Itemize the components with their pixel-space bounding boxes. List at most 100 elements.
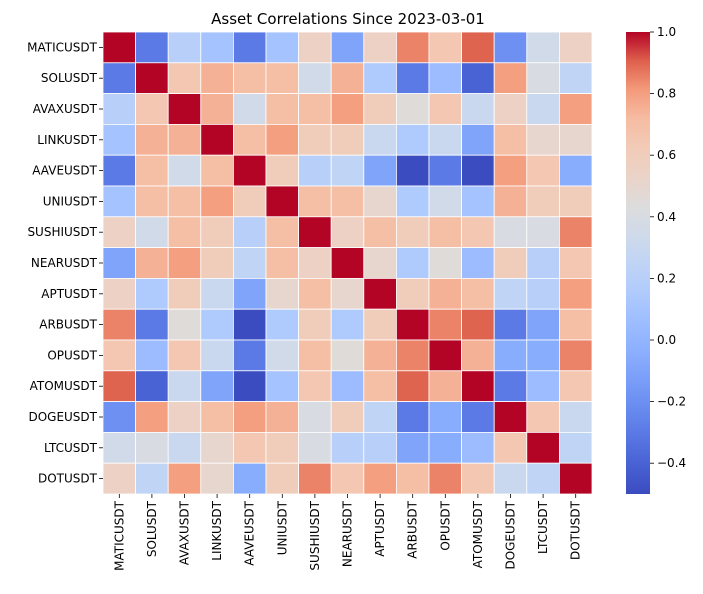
heatmap-cell-SUSHIUSDT-DOTUSDT: [559, 216, 593, 249]
heatmap-cell-SOLUSDT-MATICUSDT: [102, 62, 136, 94]
x-tick-label: UNIUSDT: [275, 500, 289, 555]
heatmap-cell-LINKUSDT-DOGEUSDT: [493, 124, 528, 156]
heatmap-cell-UNIUSDT-DOTUSDT: [559, 185, 593, 218]
heatmap-cell-DOTUSDT-ATOMUSDT: [461, 462, 495, 495]
heatmap-cell-SOLUSDT-LINKUSDT: [200, 62, 234, 94]
heatmap-cell-ATOMUSDT-AVAXUSDT: [167, 370, 202, 402]
y-tick-label: MATICUSDT: [27, 40, 98, 54]
heatmap-cell-SOLUSDT-ATOMUSDT: [461, 62, 495, 94]
colorbar-tick-label: 0.4: [657, 210, 676, 224]
heatmap-cell-AAVEUSDT-LTCUSDT: [526, 154, 560, 187]
heatmap-cell-LINKUSDT-APTUSDT: [363, 124, 397, 156]
colorbar-tick-label: 0.2: [657, 271, 676, 285]
heatmap-cell-APTUSDT-AAVEUSDT: [232, 277, 267, 310]
x-tick-label: ARBUSDT: [406, 500, 420, 558]
heatmap-cell-APTUSDT-OPUSDT: [428, 277, 462, 310]
heatmap-cell-DOGEUSDT-SOLUSDT: [135, 401, 169, 433]
colorbar-tick-label: 0.0: [657, 333, 676, 347]
heatmap-cell-NEARUSDT-ATOMUSDT: [461, 247, 495, 279]
heatmap-cell-AAVEUSDT-ARBUSDT: [395, 154, 430, 187]
heatmap-cell-SOLUSDT-SUSHIUSDT: [298, 62, 332, 94]
heatmap-cell-SUSHIUSDT-OPUSDT: [428, 216, 462, 249]
heatmap-cell-SUSHIUSDT-LTCUSDT: [526, 216, 560, 249]
heatmap-cell-APTUSDT-ARBUSDT: [395, 277, 430, 310]
heatmap-cell-MATICUSDT-LTCUSDT: [526, 31, 560, 64]
heatmap-cell-NEARUSDT-LTCUSDT: [526, 247, 560, 279]
heatmap-cell-DOTUSDT-SOLUSDT: [135, 462, 169, 495]
heatmap-cell-LTCUSDT-AVAXUSDT: [167, 431, 202, 464]
heatmap-cell-AAVEUSDT-ATOMUSDT: [461, 154, 495, 187]
heatmap-cell-APTUSDT-SUSHIUSDT: [298, 277, 332, 310]
heatmap-cell-DOGEUSDT-LTCUSDT: [526, 401, 560, 433]
x-tick-label: SOLUSDT: [145, 500, 159, 557]
heatmap-cell-UNIUSDT-APTUSDT: [363, 185, 397, 218]
heatmap-cell-LTCUSDT-ATOMUSDT: [461, 431, 495, 464]
heatmap-cell-AAVEUSDT-OPUSDT: [428, 154, 462, 187]
heatmap-cell-OPUSDT-SUSHIUSDT: [298, 339, 332, 372]
heatmap-cell-LINKUSDT-AAVEUSDT: [232, 124, 267, 156]
heatmap-cell-UNIUSDT-SOLUSDT: [135, 185, 169, 218]
heatmap-cell-UNIUSDT-NEARUSDT: [330, 185, 365, 218]
heatmap-cell-DOGEUSDT-DOTUSDT: [559, 401, 593, 433]
heatmap-cell-MATICUSDT-LINKUSDT: [200, 31, 234, 64]
heatmap-cell-DOTUSDT-LTCUSDT: [526, 462, 560, 495]
heatmap-cell-APTUSDT-NEARUSDT: [330, 277, 365, 310]
heatmap-cell-DOGEUSDT-MATICUSDT: [102, 401, 136, 433]
heatmap-cell-SUSHIUSDT-MATICUSDT: [102, 216, 136, 249]
heatmap-cell-ATOMUSDT-UNIUSDT: [265, 370, 299, 402]
heatmap-cell-DOGEUSDT-UNIUSDT: [265, 401, 299, 433]
heatmap-cell-OPUSDT-NEARUSDT: [330, 339, 365, 372]
heatmap-cell-ARBUSDT-AVAXUSDT: [167, 308, 202, 341]
x-tick-label: MATICUSDT: [112, 500, 126, 571]
colorbar-tick-label: 1.0: [657, 25, 676, 39]
heatmap-cell-MATICUSDT-OPUSDT: [428, 31, 462, 64]
heatmap-cell-OPUSDT-DOTUSDT: [559, 339, 593, 372]
y-tick-label: SUSHIUSDT: [27, 225, 97, 239]
heatmap-cell-UNIUSDT-UNIUSDT: [265, 185, 299, 218]
heatmap-cell-NEARUSDT-AAVEUSDT: [232, 247, 267, 279]
heatmap-cell-AAVEUSDT-UNIUSDT: [265, 154, 299, 187]
heatmap-cell-APTUSDT-LTCUSDT: [526, 277, 560, 310]
heatmap-cell-LTCUSDT-SOLUSDT: [135, 431, 169, 464]
heatmap-cell-SOLUSDT-AVAXUSDT: [167, 62, 202, 94]
heatmap-cell-ATOMUSDT-DOTUSDT: [559, 370, 593, 402]
heatmap-cell-LINKUSDT-OPUSDT: [428, 124, 462, 156]
heatmap-cell-UNIUSDT-AAVEUSDT: [232, 185, 267, 218]
heatmap-cell-LINKUSDT-DOTUSDT: [559, 124, 593, 156]
y-tick-label: AVAXUSDT: [33, 102, 98, 116]
heatmap-cell-LTCUSDT-LINKUSDT: [200, 431, 234, 464]
x-tick-label: OPUSDT: [438, 500, 452, 550]
heatmap-cell-DOGEUSDT-DOGEUSDT: [493, 401, 528, 433]
heatmap-cell-ARBUSDT-SUSHIUSDT: [298, 308, 332, 341]
heatmap-cell-NEARUSDT-APTUSDT: [363, 247, 397, 279]
heatmap-cell-DOTUSDT-LINKUSDT: [200, 462, 234, 495]
heatmap-cell-APTUSDT-SOLUSDT: [135, 277, 169, 310]
heatmap-cell-SOLUSDT-LTCUSDT: [526, 62, 560, 94]
heatmap-cell-DOGEUSDT-AVAXUSDT: [167, 401, 202, 433]
heatmap-cell-LTCUSDT-OPUSDT: [428, 431, 462, 464]
heatmap-cell-ARBUSDT-UNIUSDT: [265, 308, 299, 341]
heatmap-cell-DOGEUSDT-AAVEUSDT: [232, 401, 267, 433]
heatmap-cell-ARBUSDT-ATOMUSDT: [461, 308, 495, 341]
heatmap-cell-ATOMUSDT-LINKUSDT: [200, 370, 234, 402]
x-tick-label: DOGEUSDT: [504, 500, 518, 569]
x-tick-label: APTUSDT: [373, 500, 387, 556]
heatmap-cell-MATICUSDT-UNIUSDT: [265, 31, 299, 64]
heatmap-cell-NEARUSDT-MATICUSDT: [102, 247, 136, 279]
heatmap-cell-LINKUSDT-MATICUSDT: [102, 124, 136, 156]
heatmap-cell-AVAXUSDT-DOGEUSDT: [493, 93, 528, 125]
heatmap-cell-ATOMUSDT-APTUSDT: [363, 370, 397, 402]
heatmap-cell-ARBUSDT-SOLUSDT: [135, 308, 169, 341]
heatmap-cell-AAVEUSDT-DOTUSDT: [559, 154, 593, 187]
heatmap-cell-ATOMUSDT-ARBUSDT: [395, 370, 430, 402]
heatmap-cell-AAVEUSDT-MATICUSDT: [102, 154, 136, 187]
colorbar-tick-label: 0.6: [657, 148, 676, 162]
heatmap-cell-DOTUSDT-UNIUSDT: [265, 462, 299, 495]
heatmap-cell-DOTUSDT-DOTUSDT: [559, 462, 593, 495]
heatmap-cell-DOTUSDT-DOGEUSDT: [493, 462, 528, 495]
heatmap-cell-DOGEUSDT-ATOMUSDT: [461, 401, 495, 433]
heatmap-cell-OPUSDT-AAVEUSDT: [232, 339, 267, 372]
heatmap-cell-OPUSDT-UNIUSDT: [265, 339, 299, 372]
heatmap-cell-DOTUSDT-MATICUSDT: [102, 462, 136, 495]
